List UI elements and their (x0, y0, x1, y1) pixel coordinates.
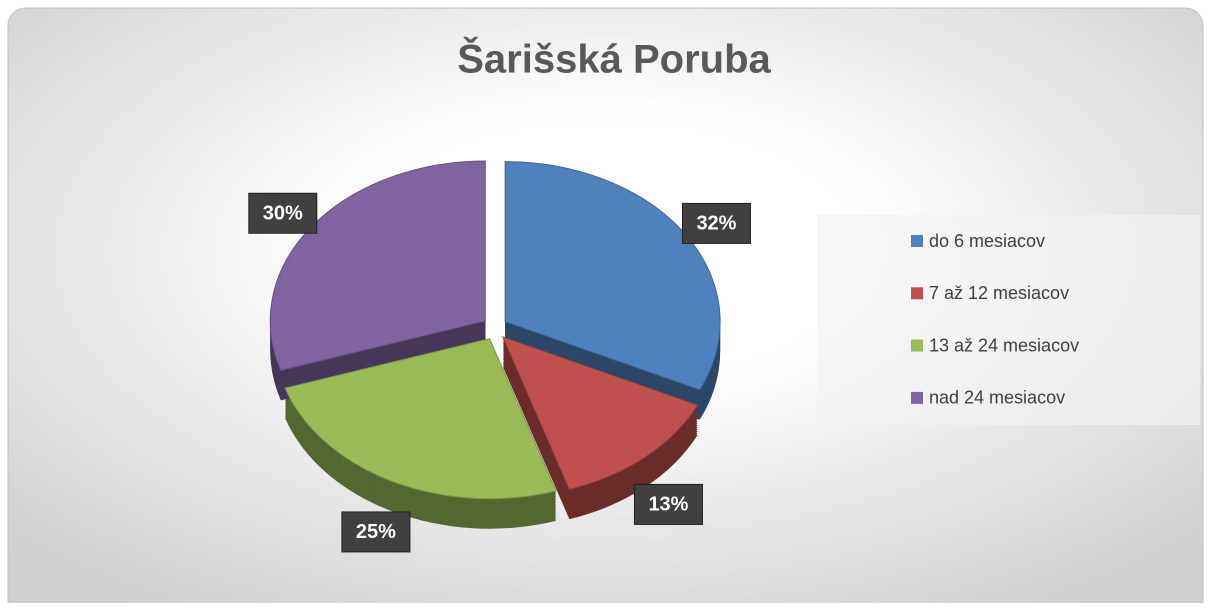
pie-slice (502, 336, 699, 490)
legend-box (817, 215, 1200, 425)
data-label-box (248, 192, 318, 234)
data-label-box (341, 511, 411, 553)
data-label-box (633, 483, 703, 525)
legend-swatch (911, 235, 923, 247)
pie-slice (284, 338, 557, 500)
data-label: 32% (696, 213, 736, 235)
legend-label: 7 až 12 mesiacov (929, 283, 1069, 303)
legend-swatch (911, 391, 923, 404)
chart-title: Šarišská Poruba (457, 36, 771, 82)
legend-swatch (911, 339, 923, 352)
data-label: 25% (356, 521, 396, 543)
legend-label: nad 24 mesiacov (929, 388, 1065, 408)
legend-swatch (911, 287, 923, 300)
legend-label: do 6 mesiacov (929, 231, 1045, 251)
legend-label: 13 až 24 mesiacov (929, 335, 1079, 355)
data-label-box (681, 202, 751, 244)
data-label: 30% (263, 203, 303, 225)
data-label: 13% (648, 494, 688, 516)
